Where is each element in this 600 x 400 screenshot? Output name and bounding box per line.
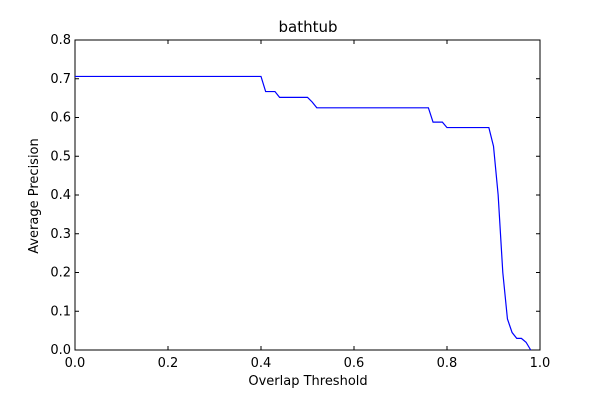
y-axis-label: Average Precision	[27, 138, 42, 254]
chart-title: bathtub	[278, 18, 337, 36]
y-tick-label: 0.5	[50, 149, 71, 164]
y-tick-label: 0.7	[50, 72, 71, 87]
series-line-0	[75, 75, 532, 351]
y-tick-label: 0.1	[50, 304, 71, 319]
y-tick-label: 0.3	[50, 227, 71, 242]
y-tick-label: 0.2	[50, 266, 71, 281]
x-tick-label: 0.8	[437, 356, 458, 371]
x-tick-label: 0.6	[344, 356, 365, 371]
plot-area: 0.0 0.2 0.4 0.6 0.8 1.0 0.0 0.1 0.2 0.3 0.4 0.5 0.6 0…	[50, 33, 550, 371]
y-tick-label: 0.4	[50, 188, 71, 203]
x-tick-label: 0.2	[158, 356, 179, 371]
x-tick-label: 0.0	[65, 356, 86, 371]
y-tick-label: 0.6	[50, 111, 71, 126]
x-axis-label: Overlap Threshold	[248, 374, 367, 389]
x-tick-label: 0.4	[251, 356, 272, 371]
y-tick-label: 0.0	[50, 343, 71, 358]
x-tick-label: 1.0	[530, 356, 551, 371]
y-tick-label: 0.8	[50, 33, 71, 48]
plot-frame	[74, 39, 541, 351]
